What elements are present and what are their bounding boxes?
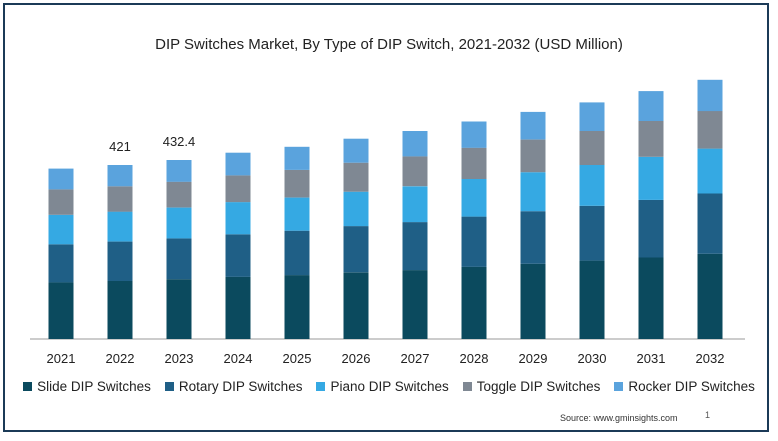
bar-segment-2028-rocker-dip-switches [461,121,487,148]
x-tick-label: 2025 [283,351,312,366]
bar-segment-2030-piano-dip-switches [579,165,605,206]
legend-item: Toggle DIP Switches [462,379,601,394]
bar-segment-2031-rotary-dip-switches [638,199,664,258]
bar-segment-2031-piano-dip-switches [638,156,664,200]
bar-segment-2025-toggle-dip-switches [284,169,310,198]
bar-segment-2032-slide-dip-switches [697,253,723,339]
source-note: Source: www.gminsights.com [560,413,678,423]
data-label-2022: 421 [109,139,131,154]
bar-segment-2029-rocker-dip-switches [520,111,546,140]
bar-segment-2023-rotary-dip-switches [166,238,192,280]
bar-segment-2027-piano-dip-switches [402,186,428,223]
data-label-2023: 432.4 [163,134,196,149]
chart-title: DIP Switches Market, By Type of DIP Swit… [155,36,623,53]
bar-segment-2030-slide-dip-switches [579,260,605,339]
bar-segment-2025-slide-dip-switches [284,275,310,339]
x-tick-label: 2023 [165,351,194,366]
legend-label: Slide DIP Switches [37,379,151,394]
bar-segment-2024-rotary-dip-switches [225,234,251,277]
x-tick-label: 2028 [460,351,489,366]
bar-segment-2021-rotary-dip-switches [48,244,74,283]
bar-segment-2027-toggle-dip-switches [402,156,428,187]
x-tick-label: 2022 [106,351,135,366]
bar-segment-2022-rotary-dip-switches [107,241,133,281]
bar-segment-2029-toggle-dip-switches [520,139,546,173]
legend-item: Rocker DIP Switches [614,379,755,394]
x-tick-label: 2024 [224,351,253,366]
bar-segment-2032-rotary-dip-switches [697,193,723,254]
bar-segment-2022-rocker-dip-switches [107,165,133,187]
legend-label: Toggle DIP Switches [476,379,601,394]
legend-swatch [316,382,326,391]
bar-segment-2022-toggle-dip-switches [107,186,133,212]
x-tick-label: 2021 [47,351,76,366]
legend-swatch [164,382,174,391]
bar-segment-2032-rocker-dip-switches [697,79,723,112]
bar-segment-2028-rotary-dip-switches [461,216,487,267]
legend-swatch [614,382,624,391]
bar-segment-2028-toggle-dip-switches [461,147,487,179]
bar-segment-2030-rocker-dip-switches [579,102,605,131]
bar-segment-2023-rocker-dip-switches [166,160,192,182]
bar-segment-2024-slide-dip-switches [225,276,251,339]
bar-segment-2026-rocker-dip-switches [343,138,369,163]
bar-segment-2031-slide-dip-switches [638,257,664,339]
bar-segment-2025-rocker-dip-switches [284,146,310,170]
bar-segment-2023-toggle-dip-switches [166,181,192,208]
bar-segment-2032-piano-dip-switches [697,148,723,194]
bar-segment-2024-toggle-dip-switches [225,175,251,203]
bar-segment-2022-slide-dip-switches [107,281,133,339]
bar-segment-2027-rotary-dip-switches [402,222,428,271]
bar-segment-2030-rotary-dip-switches [579,205,605,261]
bar-segment-2021-rocker-dip-switches [48,168,74,190]
legend-swatch [23,382,33,391]
x-tick-label: 2027 [401,351,430,366]
bar-segment-2021-toggle-dip-switches [48,189,74,215]
bar-segment-2021-piano-dip-switches [48,214,74,245]
bar-segment-2027-slide-dip-switches [402,270,428,339]
legend-item: Slide DIP Switches [23,379,151,394]
legend-item: Rotary DIP Switches [164,379,303,394]
bar-segment-2025-rotary-dip-switches [284,230,310,276]
page-number: 1 [705,410,711,420]
bar-segment-2032-toggle-dip-switches [697,111,723,149]
legend-label: Rotary DIP Switches [178,379,303,394]
x-tick-label: 2029 [519,351,548,366]
bar-segment-2024-rocker-dip-switches [225,152,251,176]
bar-segment-2029-rotary-dip-switches [520,211,546,264]
bar-segment-2030-toggle-dip-switches [579,131,605,165]
legend-swatch [462,382,472,391]
bar-segment-2031-toggle-dip-switches [638,121,664,157]
bar-segment-2028-piano-dip-switches [461,179,487,217]
bar-segment-2022-piano-dip-switches [107,211,133,242]
bar-segment-2021-slide-dip-switches [48,282,74,339]
chart-legend: Slide DIP Switches Rotary DIP Switches Pia… [0,379,778,394]
x-tick-label: 2032 [696,351,725,366]
x-tick-label: 2026 [342,351,371,366]
bar-segment-2026-rotary-dip-switches [343,226,369,273]
legend-item: Piano DIP Switches [316,379,449,394]
bar-segment-2024-piano-dip-switches [225,202,251,235]
bar-segment-2029-piano-dip-switches [520,172,546,212]
bar-segment-2026-piano-dip-switches [343,191,369,227]
bar-segment-2029-slide-dip-switches [520,263,546,339]
bar-segment-2026-toggle-dip-switches [343,162,369,192]
bar-segment-2023-piano-dip-switches [166,207,192,239]
x-tick-label: 2031 [637,351,666,366]
bar-segment-2025-piano-dip-switches [284,197,310,231]
x-tick-label: 2030 [578,351,607,366]
legend-label: Piano DIP Switches [330,379,449,394]
bar-segment-2023-slide-dip-switches [166,279,192,339]
bar-segment-2031-rocker-dip-switches [638,91,664,121]
bar-segment-2026-slide-dip-switches [343,272,369,339]
bar-segment-2028-slide-dip-switches [461,266,487,339]
bar-segment-2027-rocker-dip-switches [402,131,428,157]
legend-label: Rocker DIP Switches [628,379,755,394]
